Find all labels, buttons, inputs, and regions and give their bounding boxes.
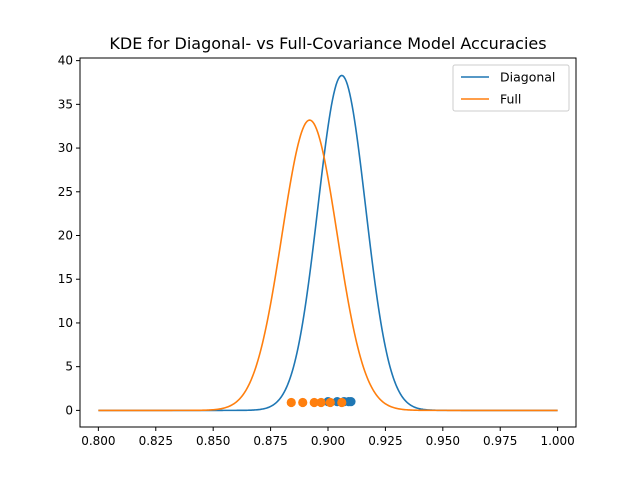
sample-point-full (316, 397, 326, 408)
y-axis: 0 5 10 15 20 25 30 35 40 (58, 54, 80, 417)
y-tick-label: 15 (58, 272, 73, 286)
sample-point-full (286, 397, 296, 408)
y-tick-label: 10 (58, 316, 73, 330)
x-tick-label: 0.900 (311, 434, 345, 448)
x-axis: 0.800 0.825 0.850 0.875 0.900 0.925 0.950 0.975… (81, 427, 575, 448)
x-tick-label: 1.000 (540, 434, 574, 448)
sample-point-full (309, 397, 319, 408)
sample-point-full (325, 397, 335, 408)
y-tick-label: 0 (65, 403, 73, 417)
kde-curves (98, 74, 558, 412)
y-tick-label: 5 (65, 360, 73, 374)
plot-area-frame (79, 57, 577, 428)
legend-label-full: Full (500, 92, 521, 107)
x-tick-label: 0.850 (196, 434, 230, 448)
x-tick-label: 0.875 (253, 434, 287, 448)
sample-point-full (298, 397, 308, 408)
chart-title: KDE for Diagonal- vs Full-Covariance Mod… (109, 34, 546, 53)
x-tick-label: 0.825 (139, 434, 173, 448)
x-tick-label: 0.800 (81, 434, 115, 448)
sample-point-full (337, 397, 347, 408)
y-tick-label: 20 (58, 229, 73, 243)
legend-label-diagonal: Diagonal (500, 70, 555, 85)
x-tick-label: 0.925 (368, 434, 402, 448)
sample-point-diagonal (346, 397, 356, 407)
x-tick-label: 0.950 (426, 434, 460, 448)
kde-line-full (98, 119, 558, 412)
sample-points (286, 397, 356, 408)
legend: Diagonal Full (452, 64, 570, 112)
x-tick-label: 0.975 (483, 434, 517, 448)
y-tick-label: 35 (58, 97, 73, 111)
y-tick-label: 30 (58, 141, 73, 155)
y-tick-label: 40 (58, 54, 73, 68)
y-tick-label: 25 (58, 185, 73, 199)
